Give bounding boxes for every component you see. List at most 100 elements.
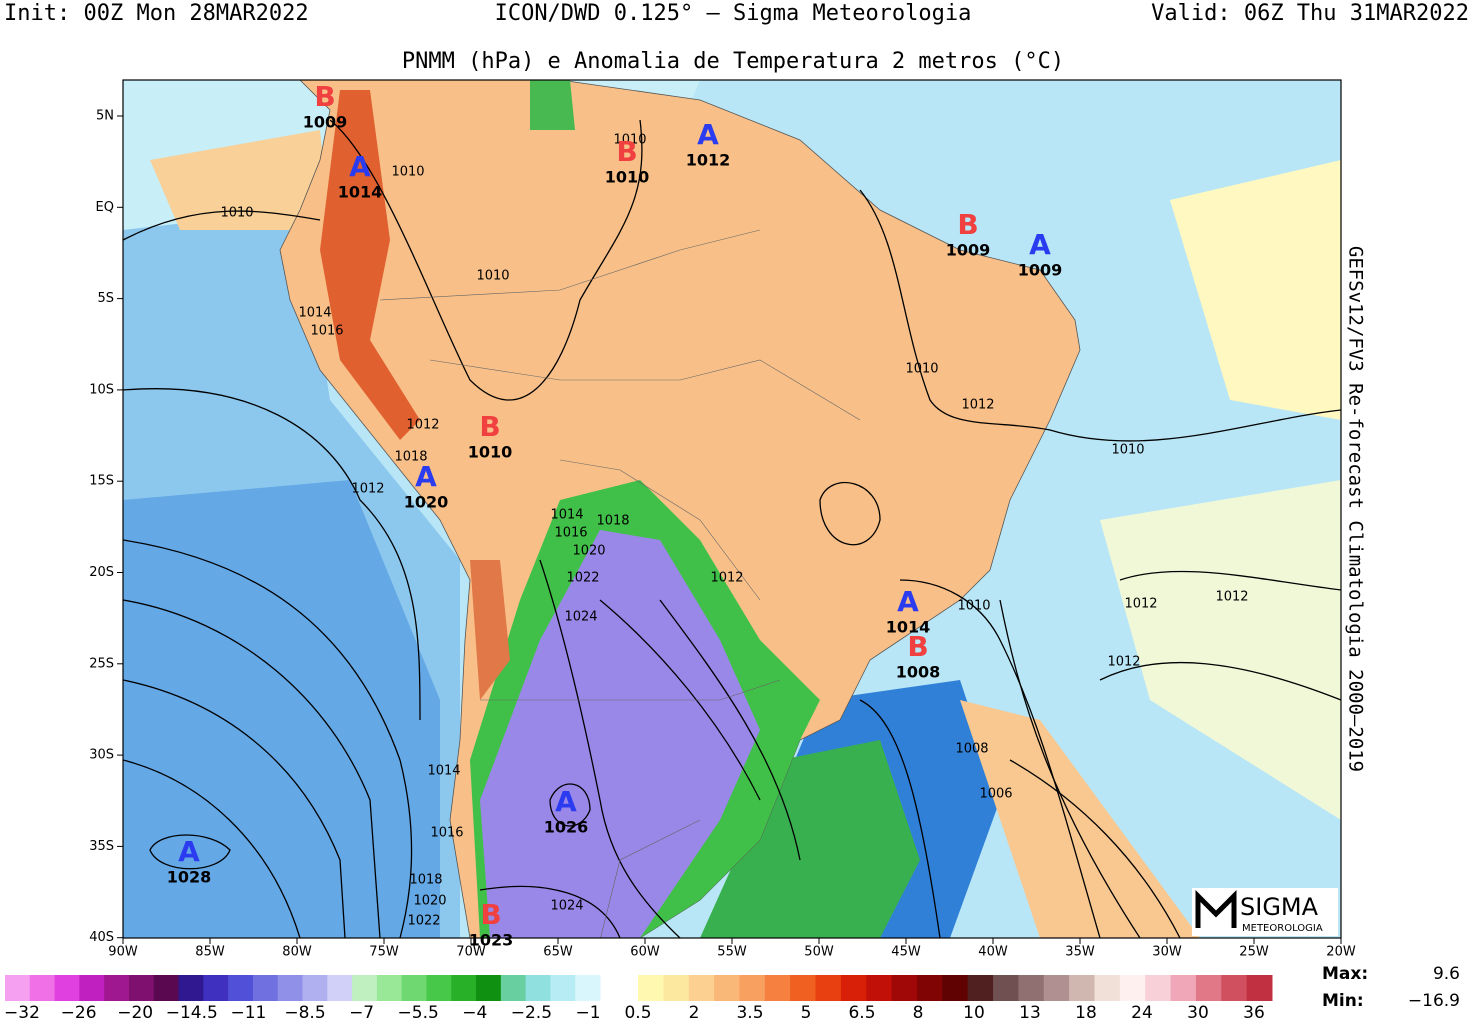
init-label: Init: 00Z Mon 28MAR2022 xyxy=(4,1,309,26)
center-letter: A xyxy=(1029,228,1051,261)
colorbar-swatch xyxy=(1119,975,1146,1001)
colorbar-swatch xyxy=(840,975,867,1001)
center-value: 1023 xyxy=(469,931,514,950)
center-value: 1010 xyxy=(468,443,513,462)
borders xyxy=(379,229,861,938)
logo: SIGMA METEOROLOGIA xyxy=(1192,888,1338,936)
lat-label: 35S xyxy=(89,839,114,854)
ocean-yellow xyxy=(1170,160,1341,420)
colorbar-swatch xyxy=(128,975,155,1001)
colorbar-label: −8.5 xyxy=(284,1003,325,1022)
lon-label: 35W xyxy=(1065,945,1095,960)
colorbar-swatch xyxy=(79,975,105,1001)
model-label: ICON/DWD 0.125° – Sigma Meteorologia xyxy=(495,1,972,26)
ocean-cold xyxy=(123,480,440,938)
colorbar-swatch xyxy=(277,975,303,1001)
colorbar-swatch xyxy=(1195,975,1222,1001)
colorbar-swatch xyxy=(153,975,180,1001)
map xyxy=(123,80,1341,938)
colorbar-swatch xyxy=(739,975,766,1001)
colorbar-swatch xyxy=(1145,975,1172,1001)
valid-label: Valid: 06Z Thu 31MAR2022 xyxy=(1151,1,1469,26)
isobar-label: 1010 xyxy=(613,133,646,148)
center-letter: B xyxy=(479,410,500,443)
colorbar-label: −11 xyxy=(230,1003,266,1022)
center-letter: B xyxy=(314,80,335,113)
center-value: 1020 xyxy=(404,493,449,512)
ocean-green xyxy=(700,740,920,938)
map-title: PNMM (hPa) e Anomalia de Temperatura 2 m… xyxy=(402,49,1064,74)
colorbar-label: −14.5 xyxy=(166,1003,218,1022)
lon-label: 55W xyxy=(717,945,747,960)
isobar-label: 1012 xyxy=(1107,655,1140,670)
lat-label: 25S xyxy=(89,656,114,671)
colorbar-swatch xyxy=(29,975,56,1001)
colorbar-swatch xyxy=(352,975,378,1001)
isobar-label: 1014 xyxy=(427,764,460,779)
center-value: 1009 xyxy=(303,113,348,132)
isobar-label: 1012 xyxy=(1124,597,1157,612)
colorbar-swatch xyxy=(302,975,328,1001)
guiana-green xyxy=(530,80,575,130)
center-value: 1009 xyxy=(1018,261,1063,280)
logo-name: SIGMA xyxy=(1240,893,1319,921)
lat-label: 40S xyxy=(89,930,114,945)
colorbar-swatch xyxy=(1094,975,1121,1001)
lon-label: 45W xyxy=(891,945,921,960)
colorbar-swatch xyxy=(967,975,994,1001)
lat-label: 30S xyxy=(89,748,114,763)
colorbar-swatch xyxy=(663,975,690,1001)
ocean-neutral xyxy=(1100,480,1341,820)
lon-label: 40W xyxy=(978,945,1008,960)
colorbar-swatch xyxy=(228,975,254,1001)
colorbar-swatch xyxy=(714,975,740,1001)
andes-warm-s xyxy=(470,560,510,700)
isobar-label: 1010 xyxy=(1111,443,1144,458)
center-value: 1012 xyxy=(686,151,731,170)
lon-label: 80W xyxy=(282,945,312,960)
isobar-label: 1012 xyxy=(1215,590,1248,605)
lat-label: 10S xyxy=(89,382,114,397)
colorbar-label: −4 xyxy=(462,1003,487,1022)
isobar-label: 1016 xyxy=(310,324,343,339)
colorbar-label: −1 xyxy=(575,1003,600,1022)
logo-sub: METEOROLOGIA xyxy=(1242,923,1323,934)
center-letter: A xyxy=(555,785,577,818)
isobar-label: 1024 xyxy=(564,610,597,625)
isobar-label: 1014 xyxy=(550,508,583,523)
isobar-label: 1016 xyxy=(430,826,463,841)
isobars xyxy=(123,119,1341,938)
center-letter: A xyxy=(415,460,437,493)
center-value: 1014 xyxy=(886,618,931,637)
center-value: 1008 xyxy=(896,663,941,682)
lon-label: 70W xyxy=(456,945,486,960)
max-label: Max: xyxy=(1322,964,1368,984)
center-value: 1010 xyxy=(605,168,650,187)
colorbar-swatch xyxy=(203,975,229,1001)
colorbar-label: 3.5 xyxy=(736,1003,763,1022)
lon-label: 60W xyxy=(630,945,660,960)
center-letter: B xyxy=(907,630,928,663)
side-label: GEFSv12/FV3 Re-forecast Climatologia 200… xyxy=(1345,246,1367,772)
lat-label: 5S xyxy=(97,291,114,306)
center-value: 1028 xyxy=(167,868,212,887)
colorbar-swatch xyxy=(1246,975,1273,1001)
isobar-label: 1012 xyxy=(710,571,743,586)
isobar-label: 1018 xyxy=(596,514,629,529)
isobar-label: 1012 xyxy=(961,398,994,413)
colorbar-swatch xyxy=(525,975,551,1001)
colorbar-swatch xyxy=(327,975,353,1001)
colorbar-swatch xyxy=(426,975,452,1001)
lon-label: 85W xyxy=(195,945,225,960)
isobar-label: 1010 xyxy=(905,362,938,377)
colorbar-swatch xyxy=(790,975,817,1001)
center-letter: A xyxy=(897,585,919,618)
colorbar-swatch xyxy=(916,975,943,1001)
colorbar-label: 10 xyxy=(963,1003,985,1022)
colorbar-label: 8 xyxy=(913,1003,924,1022)
lat-label: EQ xyxy=(96,200,114,215)
center-letter: A xyxy=(697,118,719,151)
isobar-label: 1016 xyxy=(554,526,587,541)
lat-label: 20S xyxy=(89,565,114,580)
isobar-label: 1010 xyxy=(220,206,253,221)
